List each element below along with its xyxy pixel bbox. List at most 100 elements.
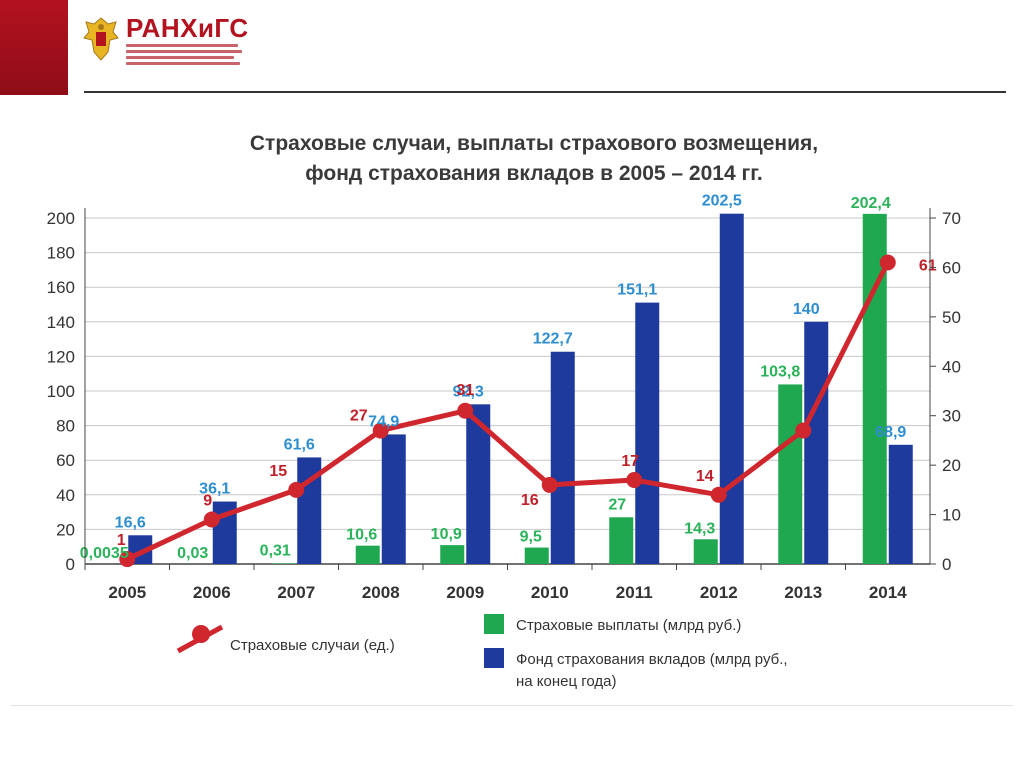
- x-tick-label: 2008: [362, 583, 400, 602]
- x-tick-label: 2006: [193, 583, 231, 602]
- red-data-label: 17: [621, 453, 639, 470]
- axes: 0 20 40 60 80 100 120 140 160 180 200 0 10 20 30 40 50 60…: [47, 208, 961, 602]
- legend-label-payouts: Страховые выплаты (млрд руб.): [516, 617, 741, 634]
- line-point-2010: [541, 476, 558, 493]
- blue-data-label: 61,6: [284, 436, 315, 453]
- legend: Страховые случаи (ед.) Страховые выплаты …: [176, 614, 788, 690]
- bars-layer: [102, 213, 913, 565]
- left-tick-label: 180: [47, 244, 75, 263]
- green-data-label: 9,5: [520, 529, 542, 546]
- red-data-label: 16: [521, 492, 539, 509]
- green-data-label: 103,8: [760, 363, 800, 380]
- right-tick-label: 70: [942, 209, 961, 228]
- bar-green-2008: [355, 545, 380, 564]
- right-tick-label: 40: [942, 357, 961, 376]
- right-tick-label: 10: [942, 506, 961, 525]
- bar-green-2010: [524, 547, 549, 564]
- right-tick-label: 30: [942, 407, 961, 426]
- bar-green-2011: [609, 517, 634, 564]
- bar-green-2012: [693, 539, 718, 564]
- corner-accent-block: [0, 0, 68, 95]
- bar-blue-2008: [381, 434, 406, 564]
- left-tick-label: 60: [56, 451, 75, 470]
- legend-swatch-blue: [484, 648, 504, 668]
- line-point-2011: [626, 471, 643, 488]
- left-tick-label: 100: [47, 382, 75, 401]
- legend-label-fund-line-2: на конец года): [516, 673, 617, 690]
- left-tick-label: 40: [56, 486, 75, 505]
- line-point-2005: [119, 551, 136, 568]
- green-data-label: 10,9: [431, 526, 462, 543]
- bar-green-2007: [271, 563, 296, 564]
- red-data-label: 15: [269, 463, 287, 480]
- right-tick-label: 50: [942, 308, 961, 327]
- blue-data-label: 122,7: [533, 331, 573, 348]
- blue-data-label: 151,1: [617, 282, 657, 299]
- legend-label-fund-line-1: Фонд страхования вкладов (млрд руб.,: [516, 651, 788, 668]
- blue-data-label: 36,1: [199, 481, 230, 498]
- green-data-label: 0,03: [177, 545, 208, 562]
- line-point-2008: [372, 422, 389, 439]
- bar-green-2009: [440, 545, 465, 564]
- header-divider: [84, 91, 1006, 93]
- line-layer: [119, 254, 896, 568]
- bar-blue-2014: [888, 444, 913, 564]
- x-tick-label: 2010: [531, 583, 569, 602]
- chart-title-line-1: Страховые случаи, выплаты страхового воз…: [250, 132, 818, 155]
- red-data-label: 27: [350, 408, 368, 425]
- x-tick-label: 2005: [108, 583, 146, 602]
- green-data-label: 0,31: [260, 542, 291, 559]
- line-point-2013: [795, 422, 812, 439]
- logo-wordmark: РАНХиГС: [126, 13, 249, 43]
- left-tick-label: 0: [66, 555, 75, 574]
- x-tick-label: 2007: [277, 583, 315, 602]
- x-tick-label: 2011: [616, 583, 653, 602]
- line-point-2009: [457, 402, 474, 419]
- right-tick-label: 60: [942, 258, 961, 277]
- green-data-label: 202,4: [851, 195, 891, 212]
- green-data-label: 27: [608, 496, 626, 513]
- green-data-label: 0,0035: [80, 545, 129, 562]
- bar-blue-2011: [635, 302, 660, 564]
- line-point-2007: [288, 481, 305, 498]
- red-data-label: 1: [117, 532, 126, 549]
- logo-subtitle-lines: [126, 44, 242, 68]
- data-labels: 0,003516,60,0336,10,3161,610,674,910,992…: [80, 193, 937, 562]
- chart-container: Страховые случаи, выплаты страхового воз…: [10, 112, 1013, 706]
- bar-green-2013: [778, 384, 803, 564]
- legend-label-insured-events: Страховые случаи (ед.): [230, 637, 395, 654]
- green-data-label: 14,3: [684, 520, 715, 537]
- red-data-label: 61: [919, 257, 937, 274]
- blue-data-label: 68,9: [875, 424, 906, 441]
- x-tick-label: 2012: [700, 583, 738, 602]
- eagle-emblem-icon: [83, 17, 119, 61]
- chart-title-line-2: фонд страхования вкладов в 2005 – 2014 г…: [305, 162, 762, 185]
- blue-data-label: 16,6: [115, 514, 146, 531]
- legend-line-marker: [192, 625, 210, 643]
- x-tick-label: 2014: [869, 583, 907, 602]
- ranepa-logo: РАНХиГС: [82, 12, 248, 68]
- blue-data-label: 92,3: [453, 383, 484, 400]
- x-tick-label: 2009: [446, 583, 484, 602]
- blue-data-label: 74,9: [368, 413, 399, 430]
- red-data-label: 14: [696, 468, 714, 485]
- bar-blue-2012: [719, 213, 744, 565]
- left-tick-label: 140: [47, 313, 75, 332]
- red-data-label: 31: [456, 382, 474, 399]
- left-tick-label: 80: [56, 417, 75, 436]
- right-tick-label: 0: [942, 555, 951, 574]
- green-data-label: 10,6: [346, 527, 377, 544]
- left-tick-label: 200: [47, 209, 75, 228]
- red-data-label: 9: [203, 493, 212, 510]
- left-tick-label: 120: [47, 347, 75, 366]
- left-tick-label: 160: [47, 278, 75, 297]
- line-point-2014: [879, 254, 896, 271]
- blue-data-label: 140: [793, 301, 820, 318]
- insurance-chart: Страховые случаи, выплаты страхового воз…: [47, 132, 961, 690]
- blue-data-label: 202,5: [702, 193, 742, 210]
- x-tick-label: 2013: [784, 583, 822, 602]
- right-tick-label: 20: [942, 456, 961, 475]
- line-insured-events: [126, 261, 890, 562]
- left-tick-label: 20: [56, 520, 75, 539]
- legend-swatch-green: [484, 614, 504, 634]
